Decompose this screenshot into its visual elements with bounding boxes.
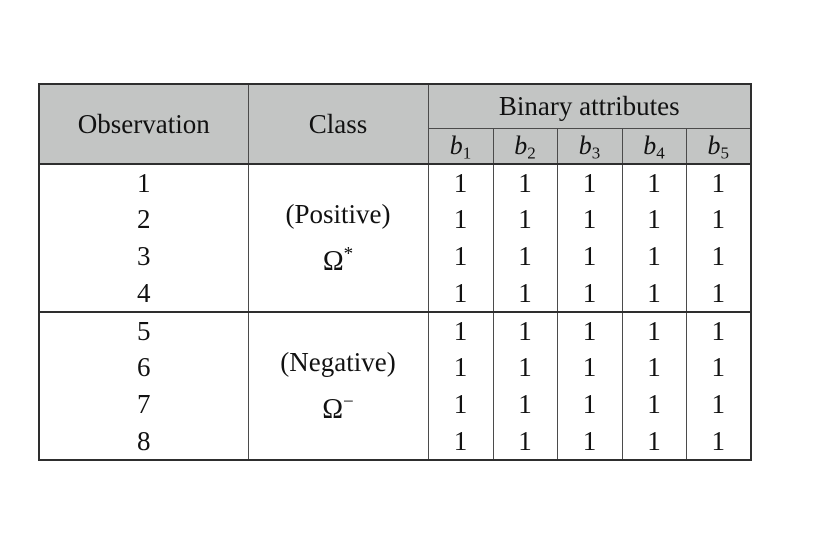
binary-value-cell: 1 [685,238,752,275]
binary-value-cell: 1 [556,164,623,201]
table-body: 1 (Positive) Ω* 1 1 1 1 1 2 1 1 1 1 1 3 1 1 1 1 1 4 1 1 1 1 1 5 (Ne… [38,164,752,460]
binary-value-cell: 1 [427,164,494,201]
binary-value-cell: 1 [556,238,623,275]
class-symbol: Ω− [249,391,428,426]
binary-value-cell: 1 [492,349,558,386]
class-symbol-base: Ω [322,393,344,425]
attribute-base: b [707,130,721,160]
attribute-header-b1: b1 [427,128,494,165]
binary-value-cell: 1 [621,164,687,201]
attribute-subscript: 3 [591,143,601,162]
observation-cell: 7 [38,386,249,423]
binary-value-cell: 1 [621,311,687,349]
class-symbol-superscript: − [343,391,354,413]
binary-attributes-group-header: Binary attributes [427,84,752,129]
observation-cell: 1 [38,164,249,201]
table-header: Observation Class Binary attributes b1 b2… [38,84,752,165]
binary-value-cell: 1 [427,238,494,275]
binary-value-cell: 1 [685,311,752,349]
binary-value-cell: 1 [427,275,494,312]
class-symbol-base: Ω [322,245,344,277]
observation-column-header: Observation [38,84,249,165]
observation-cell: 6 [38,349,249,386]
binary-attributes-table: Observation Class Binary attributes b1 b2… [38,83,753,461]
binary-value-cell: 1 [621,423,687,460]
binary-value-cell: 1 [556,275,623,312]
binary-value-cell: 1 [685,164,752,201]
attribute-subscript: 5 [720,143,730,162]
binary-value-cell: 1 [556,201,623,238]
attribute-header-b4: b4 [621,128,687,165]
binary-value-cell: 1 [492,238,558,275]
class-label: (Negative) [280,346,396,377]
attribute-subscript: 2 [527,143,536,162]
binary-value-cell: 1 [492,311,558,349]
binary-value-cell: 1 [492,386,558,423]
observation-cell: 4 [38,275,249,312]
observation-cell: 3 [38,238,249,275]
binary-value-cell: 1 [621,349,687,386]
binary-value-cell: 1 [685,423,752,460]
attribute-header-b3: b3 [556,128,623,165]
observation-cell: 5 [38,311,249,349]
class-symbol-superscript: * [343,243,354,265]
observation-cell: 8 [38,423,249,460]
binary-value-cell: 1 [492,423,558,460]
attribute-header-b2: b2 [492,128,558,165]
attribute-base: b [514,130,528,160]
binary-value-cell: 1 [621,201,687,238]
binary-value-cell: 1 [685,349,752,386]
binary-value-cell: 1 [492,201,558,238]
header-row-top: Observation Class Binary attributes [38,84,752,165]
table-row: 5 (Negative) Ω− 1 1 1 1 1 [38,311,752,460]
binary-value-cell: 1 [556,311,623,349]
binary-value-cell: 1 [556,386,623,423]
binary-value-cell: 1 [427,201,494,238]
attribute-subheader-row: b1 b2 b3 b4 b5 [39,128,752,165]
class-cell: (Negative) Ω− [247,311,429,460]
binary-value-cell: 1 [685,386,752,423]
binary-value-cell: 1 [556,423,623,460]
class-column-header: Class [247,84,429,165]
binary-attributes-label: Binary attributes [498,90,680,121]
binary-value-cell: 1 [556,349,623,386]
binary-value-cell: 1 [427,423,494,460]
attribute-subscript: 1 [462,143,472,162]
class-header-label: Class [308,108,368,139]
attribute-subscript: 4 [656,143,665,162]
binary-value-cell: 1 [621,238,687,275]
class-label: (Positive) [285,198,391,229]
binary-value-cell: 1 [621,386,687,423]
binary-value-cell: 1 [492,275,558,312]
class-cell: (Positive) Ω* [247,164,429,312]
binary-value-cell: 1 [427,349,494,386]
observation-cell: 2 [38,201,249,238]
attribute-base: b [449,130,463,160]
binary-value-cell: 1 [427,311,494,349]
binary-value-cell: 1 [427,386,494,423]
binary-value-cell: 1 [492,164,558,201]
attribute-base: b [643,130,657,160]
attribute-header-b5: b5 [685,128,752,165]
binary-value-cell: 1 [621,275,687,312]
observation-header-label: Observation [77,108,210,139]
table-row: 1 (Positive) Ω* 1 1 1 1 1 [38,164,752,312]
class-symbol: Ω* [249,243,428,278]
attribute-base: b [578,130,592,160]
binary-value-cell: 1 [685,275,752,312]
binary-value-cell: 1 [685,201,752,238]
